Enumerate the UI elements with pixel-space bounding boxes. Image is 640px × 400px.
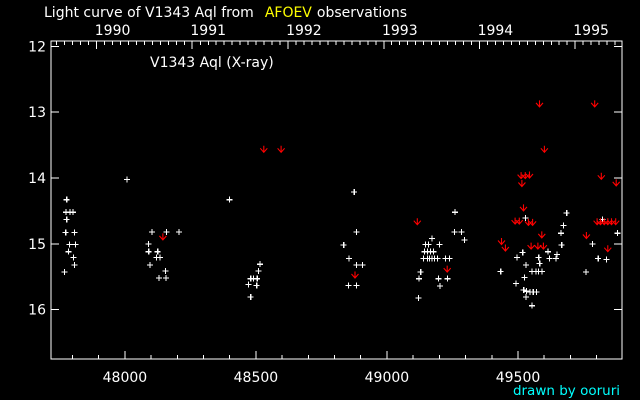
x-axis-tick-label: 49500 xyxy=(496,370,541,386)
year-tick-label: 1992 xyxy=(286,23,322,39)
chart-title-suffix: observations xyxy=(316,5,407,21)
y-axis-tick-label: 13 xyxy=(28,105,46,121)
plot-frame xyxy=(50,40,623,360)
x-axis-tick-label: 48500 xyxy=(234,370,279,386)
chart-title-prefix: Light curve of V1343 Aql from xyxy=(44,5,254,21)
year-tick-label: 1995 xyxy=(573,23,609,39)
axis-ticks xyxy=(51,41,622,359)
chart-title-highlight: AFOEV xyxy=(264,5,312,21)
y-axis-tick-label: 16 xyxy=(28,303,46,319)
chart-title: Light curve of V1343 Aql from AFOEV observ… xyxy=(44,5,407,21)
upper-limit-arrows xyxy=(158,100,621,279)
y-axis-tick-label: 12 xyxy=(28,39,46,55)
x-axis-tick-label: 48000 xyxy=(103,370,148,386)
year-tick-label: 1990 xyxy=(95,23,131,39)
series-annotation: V1343 Aql (X-ray) xyxy=(150,55,274,71)
y-axis-tick-label: 14 xyxy=(28,171,46,187)
credit-text: drawn by ooruri xyxy=(512,383,620,399)
magnitude-points xyxy=(61,176,621,309)
y-axis-tick-label: 15 xyxy=(28,237,46,253)
year-tick-label: 1994 xyxy=(478,23,514,39)
year-tick-label: 1991 xyxy=(190,23,226,39)
year-tick-label: 1993 xyxy=(382,23,418,39)
x-axis-tick-label: 49000 xyxy=(365,370,410,386)
